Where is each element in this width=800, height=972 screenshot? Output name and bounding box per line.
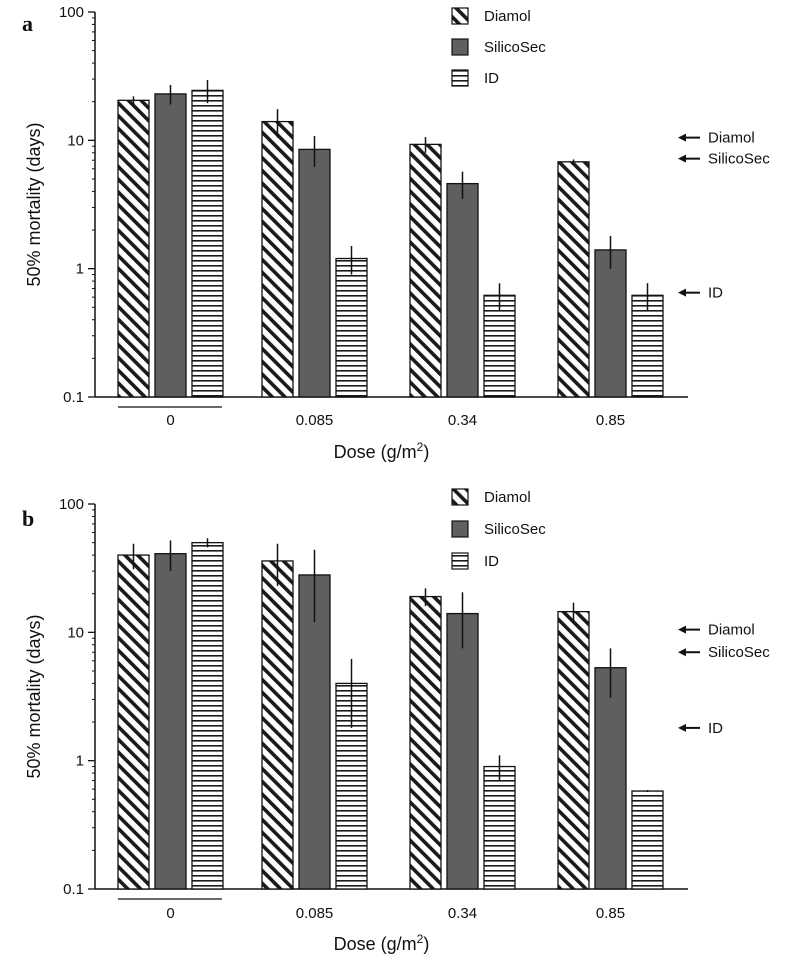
x-tick-label: 0 [166,412,174,429]
chart-panel-a: a 0.1 1 10 100 50% mortality (days) 0 0.085 0.34… [22,4,770,462]
bar-diamol-0.85 [557,161,590,398]
reference-label-diamol: Diamol [708,130,755,147]
bar-id-0.85 [631,790,664,890]
legend-label-silicosec: SilicoSec [484,39,546,56]
legend-label-diamol: Diamol [484,8,531,25]
legend-label-diamol: Diamol [484,489,531,506]
y-tick-label: 1 [76,753,84,770]
y-tick-label: 1 [76,261,84,278]
bar-silicosec-0.085 [298,148,331,398]
reference-label-silicosec: SilicoSec [708,151,770,168]
x-tick-label: 0.34 [448,412,477,429]
bar-silicosec-0 [154,93,187,398]
y-tick-label: 10 [67,624,84,641]
bar-diamol-0 [117,99,150,398]
x-axis-label: Dose (g/m2) [334,932,430,954]
x-tick-label: 0.34 [448,905,477,922]
x-tick-label: 0.085 [296,412,334,429]
bar-diamol-0.085 [261,120,294,398]
bar-silicosec-0.085 [298,574,331,890]
legend-swatch-diamol [451,488,469,506]
legend-swatch-silicosec [451,38,469,56]
bar-silicosec-0.34 [446,182,479,398]
bar-diamol-0 [117,554,150,890]
bar-silicosec-0 [154,553,187,890]
reference-label-id: ID [708,720,723,737]
y-axis-label: 50% mortality (days) [24,122,44,286]
legend-label-id: ID [484,70,499,87]
bar-id-0.34 [483,765,516,890]
x-tick-label: 0.085 [296,905,334,922]
bar-silicosec-0.85 [594,249,627,398]
bar-diamol-0.34 [409,143,442,398]
panel-letter: b [22,506,34,531]
y-tick-label: 100 [59,4,84,21]
reference-arrow-head [678,723,686,732]
bar-id-0.85 [631,294,664,398]
x-tick-label: 0 [166,905,174,922]
reference-label-silicosec: SilicoSec [708,644,770,661]
reference-arrow-head [678,648,686,657]
y-tick-label: 10 [67,132,84,149]
y-tick-label: 0.1 [63,389,84,406]
chart-panel-b: b 0.1 1 10 100 50% mortality (days) 0 0.085 0.34… [22,488,770,954]
reference-arrow-head [678,154,686,163]
reference-arrow-head [678,133,686,142]
legend-label-silicosec: SilicoSec [484,521,546,538]
reference-arrow-head [678,288,686,297]
legend-swatch-silicosec [451,520,469,538]
x-axis-label: Dose (g/m2) [334,440,430,462]
y-tick-label: 100 [59,496,84,513]
legend-swatch-id [451,552,469,570]
bar-id-0 [191,541,224,890]
y-tick-label: 0.1 [63,881,84,898]
bar-diamol-0.85 [557,610,590,890]
legend-label-id: ID [484,553,499,570]
y-axis-label: 50% mortality (days) [24,614,44,778]
bar-id-0.085 [335,257,368,398]
panel-letter: a [22,11,33,36]
x-tick-label: 0.85 [596,412,625,429]
bar-diamol-0.085 [261,560,294,890]
reference-label-diamol: Diamol [708,622,755,639]
legend-swatch-diamol [451,7,469,25]
bar-diamol-0.34 [409,595,442,890]
reference-arrow-head [678,625,686,634]
legend-swatch-id [451,69,469,87]
bar-silicosec-0.34 [446,612,479,890]
bar-silicosec-0.85 [594,667,627,890]
x-tick-label: 0.85 [596,905,625,922]
reference-label-id: ID [708,285,723,302]
bar-id-0.34 [483,294,516,398]
bar-id-0 [191,89,224,398]
